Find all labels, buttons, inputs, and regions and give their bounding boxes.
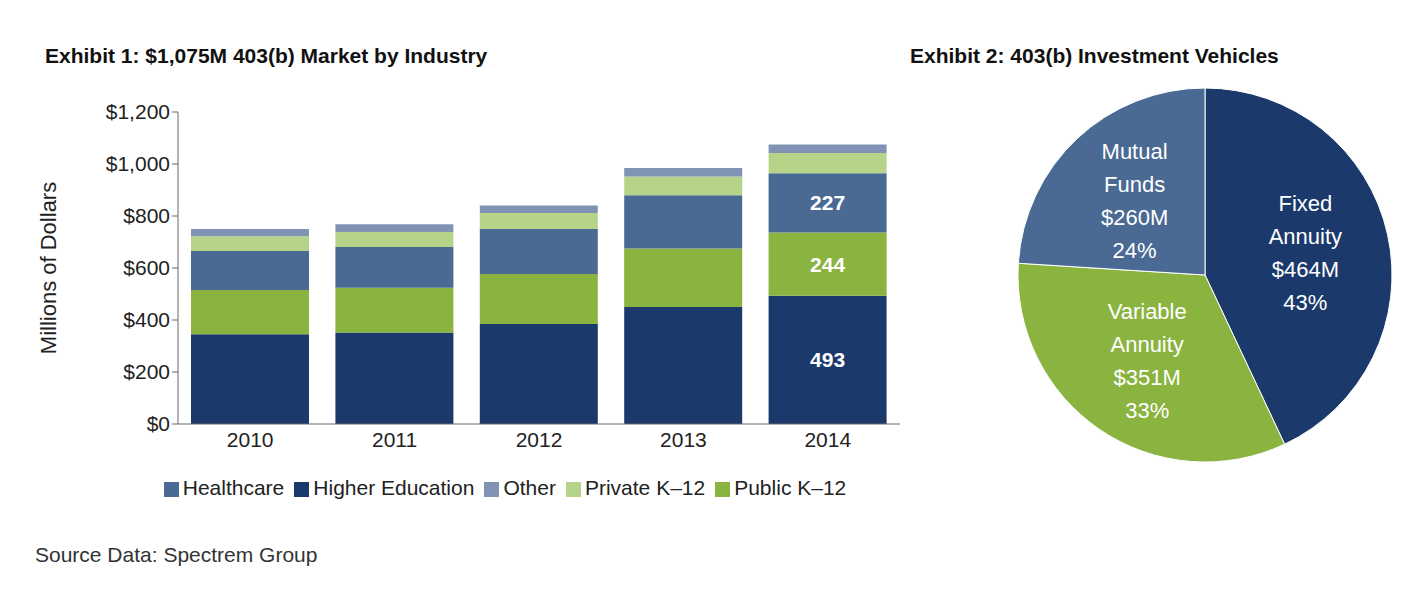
svg-text:2013: 2013 [660,428,707,451]
html-text:Public K–12: Public K–12 [734,476,847,499]
svg-text:$1,000: $1,000 [106,152,170,175]
html-text:Exhibit 2: 403(b) Investment V: Exhibit 2: 403(b) Investment Vehicles [910,44,1279,67]
svg-text:$400: $400 [123,308,170,331]
html-text:Exhibit 1: $1,075M 403(b) Mark: Exhibit 1: $1,075M 403(b) Market by Indu… [45,44,488,67]
svg-text:VariableAnnuity$351M33%: VariableAnnuity$351M33% [1108,298,1187,422]
svg-text:MutualFunds$260M24%: MutualFunds$260M24% [1101,138,1168,262]
svg-text:2011: 2011 [372,428,417,451]
svg-text:$1,200: $1,200 [106,100,170,123]
svg-text:$800: $800 [123,204,170,227]
html-text:Source Data: Spectrem Group: Source Data: Spectrem Group [35,543,318,566]
svg-text:Millions of Dollars: Millions of Dollars [36,182,61,354]
html-text:Healthcare: Healthcare [182,476,285,499]
html-text:Other: Other [503,476,556,499]
svg-text:$200: $200 [123,360,170,383]
svg-text:FixedAnnuity$464M43%: FixedAnnuity$464M43% [1269,191,1342,315]
svg-text:493: 493 [810,348,845,371]
svg-text:$600: $600 [123,256,170,279]
svg-text:2014: 2014 [804,428,851,451]
html-text:Higher Education: Higher Education [313,476,475,499]
svg-text:244: 244 [810,253,845,276]
svg-text:227: 227 [810,191,845,214]
svg-text:$0: $0 [147,412,170,435]
svg-text:2012: 2012 [516,428,563,451]
html-text:Private K–12: Private K–12 [584,476,706,499]
svg-text:2010: 2010 [227,428,274,451]
